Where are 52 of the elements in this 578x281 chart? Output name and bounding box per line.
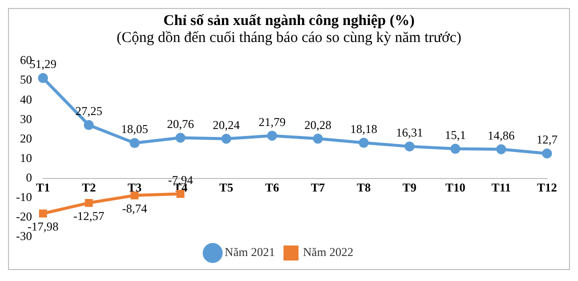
point [312,134,323,144]
point [38,73,48,84]
data-label: 12,7 [536,132,558,147]
data-label: -12,57 [73,209,104,224]
point [496,144,506,154]
point [404,141,415,152]
x-tick-label: T9 [402,180,417,195]
data-label: 16,31 [396,126,424,140]
y-tick-label: 0 [26,170,32,184]
data-label: 18,05 [121,122,148,136]
point [450,144,460,154]
data-label: 15,1 [444,128,466,142]
x-tick-label: T5 [219,180,234,195]
point [84,120,94,130]
x-tick-label: T8 [356,180,371,195]
point [130,138,140,148]
x-tick-label: T7 [310,180,325,195]
data-label: 20,76 [166,116,194,131]
chart-subtitle: (Cộng dồn đến cuối tháng báo cáo so cùng kỳ năm trước) [116,30,462,47]
point [175,132,186,143]
data-label: 21,79 [258,114,286,129]
data-label: 20,28 [304,118,332,132]
x-tick-label: T3 [128,180,142,195]
y-tick-label: 60 [20,53,32,68]
y-tick-label: -20 [16,210,32,224]
point [39,210,47,218]
x-tick-label: T2 [82,180,96,195]
point [221,134,232,144]
y-tick-label: -10 [16,190,32,204]
point [267,130,278,141]
data-label: 27,25 [75,104,102,118]
data-label: 14,86 [488,128,515,142]
point [542,148,552,158]
y-tick-label: 10 [20,150,32,165]
x-tick-label: T12 [536,180,558,195]
point [358,138,369,148]
legend-label: Năm 2021 [224,245,275,260]
x-tick-label: T1 [36,180,50,195]
y-tick-label: 50 [20,72,32,87]
legend-label: Năm 2022 [303,245,354,260]
y-tick-label: 20 [20,131,32,146]
x-tick-label: T10 [445,180,466,195]
data-label: 20,24 [212,118,240,132]
x-tick-label: T11 [492,180,511,195]
y-tick-label: 30 [20,112,32,126]
y-tick-label: 40 [20,92,32,106]
point [84,198,93,207]
chart-title: Chỉ số sản xuất ngành công nghiệp (%) [162,13,416,30]
data-label: 18,18 [350,122,378,136]
x-tick-label: T6 [265,180,280,195]
data-label: -8,74 [122,202,148,216]
y-tick-label: -30 [16,229,32,244]
